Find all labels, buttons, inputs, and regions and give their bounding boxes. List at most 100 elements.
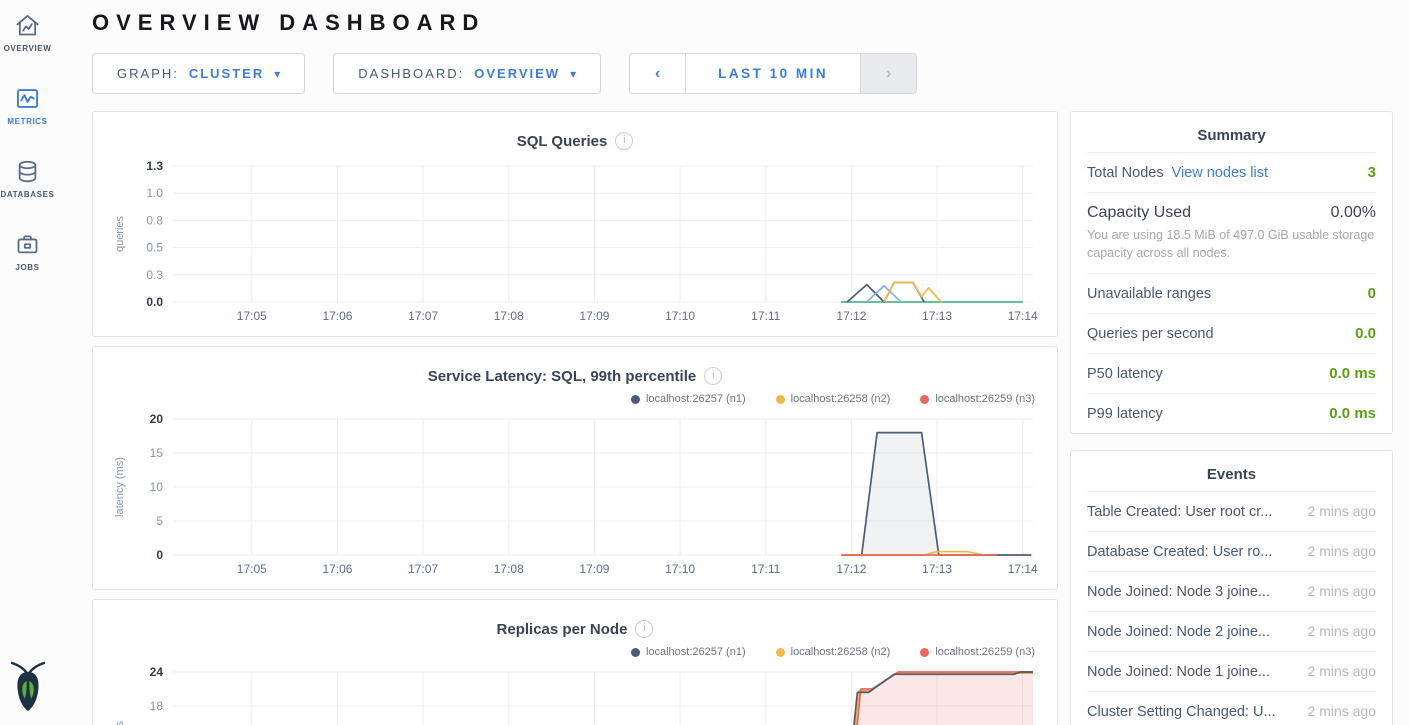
summary-value: 0.0 ms [1329,365,1376,383]
svg-text:17:11: 17:11 [751,562,780,576]
legend-item[interactable]: localhost:26257 (n1) [630,646,746,658]
svg-text:20: 20 [150,412,164,426]
chevron-down-icon: ▾ [274,66,281,81]
charts-column: SQL Queries i 17:05 17:06 17:07 17:08 17:09 1… [92,111,1058,725]
svg-text:0: 0 [156,548,163,562]
legend-item[interactable]: localhost:26258 (n2) [775,646,890,658]
replicas-per-node-chart[interactable]: 17:0517:0617:0717:0817:0917:1017:1117:12… [109,662,1041,725]
svg-text:0.0: 0.0 [146,295,163,309]
event-text: Node Joined: Node 2 joine... [1087,624,1270,641]
svg-text:17:07: 17:07 [408,562,438,576]
summary-row-queries-per-second: Queries per second 0.0 [1087,313,1376,353]
event-row[interactable]: Node Joined: Node 2 joine... 2 mins ago [1087,611,1376,651]
chart-title: Service Latency: SQL, 99th percentile [427,367,697,385]
summary-value: 3 [1367,164,1376,181]
event-time: 2 mins ago [1307,583,1376,600]
graph-dropdown-label: GRAPH: [117,66,179,81]
svg-text:17:14: 17:14 [1008,309,1038,323]
svg-text:0.8: 0.8 [146,213,163,227]
svg-text:17:14: 17:14 [1008,562,1038,576]
sidebar-item-overview[interactable]: OVERVIEW [4,12,52,53]
time-range-button[interactable]: LAST 10 MIN [685,54,862,93]
event-time: 2 mins ago [1307,703,1376,720]
event-row[interactable]: Cluster Setting Changed: U... 2 mins ago [1087,691,1376,725]
svg-text:1.0: 1.0 [146,186,163,200]
svg-text:queries: queries [114,215,126,252]
summary-label: P99 latency [1087,406,1163,423]
chart-legend: localhost:26257 (n1) localhost:26258 (n2)… [109,644,1041,662]
sidebar-item-metrics[interactable]: METRICS [7,85,47,126]
view-nodes-list-link[interactable]: View nodes list [1171,165,1269,181]
cockroach-logo[interactable] [8,660,48,719]
event-time: 2 mins ago [1307,623,1376,640]
svg-text:10: 10 [150,480,164,494]
svg-text:17:12: 17:12 [836,309,866,323]
dashboard-dropdown-value: OVERVIEW [474,66,561,81]
legend-dot-icon [630,647,640,657]
event-time: 2 mins ago [1307,543,1376,560]
event-time: 2 mins ago [1307,503,1376,520]
chart-legend: localhost:26257 (n1) localhost:26258 (n2)… [109,391,1041,409]
event-text: Node Joined: Node 3 joine... [1087,584,1270,601]
chart-card-service-latency: Service Latency: SQL, 99th percentile i … [92,346,1058,590]
svg-text:17:13: 17:13 [922,562,952,576]
svg-text:17:05: 17:05 [237,309,267,323]
event-row[interactable]: Node Joined: Node 1 joine... 2 mins ago [1087,651,1376,691]
event-text: Node Joined: Node 1 joine... [1087,664,1270,681]
legend-item[interactable]: localhost:26257 (n1) [630,393,746,405]
summary-value: 0.00% [1330,204,1376,221]
svg-text:17:06: 17:06 [322,562,352,576]
svg-text:18: 18 [150,699,164,713]
sidebar-item-label: OVERVIEW [3,44,52,53]
summary-value: 0.0 [1355,325,1376,343]
content-row: SQL Queries i 17:05 17:06 17:07 17:08 17:09 1… [92,111,1393,725]
summary-row-p50-latency: P50 latency 0.0 ms [1087,353,1376,393]
summary-row-p99-latency: P99 latency 0.0 ms [1087,393,1376,433]
svg-text:17:12: 17:12 [836,562,866,576]
summary-panel: Summary Total Nodes View nodes list 3 Ca… [1070,111,1393,435]
dashboard-dropdown-label: DASHBOARD: [358,66,465,81]
info-icon[interactable]: i [635,620,654,638]
legend-item[interactable]: localhost:26259 (n3) [920,646,1035,658]
event-row[interactable]: Node Joined: Node 3 joine... 2 mins ago [1087,571,1376,611]
time-prev-button[interactable]: ‹ [630,54,686,93]
legend-item[interactable]: localhost:26259 (n3) [920,393,1035,405]
svg-text:latency (ms): latency (ms) [114,457,126,517]
dashboard-dropdown[interactable]: DASHBOARD: OVERVIEW ▾ [333,53,602,94]
info-icon[interactable]: i [704,367,723,385]
svg-text:17:10: 17:10 [665,309,695,323]
summary-label: Capacity Used [1087,204,1192,221]
svg-text:17:13: 17:13 [922,309,952,323]
right-column: Summary Total Nodes View nodes list 3 Ca… [1070,111,1393,725]
summary-value: 0.0 ms [1329,405,1376,423]
chevron-down-icon: ▾ [570,66,577,81]
event-row[interactable]: Database Created: User ro... 2 mins ago [1087,531,1376,571]
summary-label: Total Nodes [1087,165,1164,181]
sidebar-item-databases[interactable]: DATABASES [1,158,55,199]
sidebar-item-label: JOBS [15,263,40,272]
legend-dot-icon [920,647,930,657]
svg-text:17:11: 17:11 [751,309,780,323]
svg-text:0.5: 0.5 [146,241,163,255]
main-content: OVERVIEW DASHBOARD GRAPH: CLUSTER ▾ DASH… [55,0,1409,725]
svg-text:24: 24 [150,665,164,679]
event-row[interactable]: Table Created: User root cr... 2 mins ag… [1087,491,1376,531]
metrics-icon [14,85,41,112]
time-window-selector: ‹ LAST 10 MIN › [629,53,918,94]
sidebar-item-jobs[interactable]: JOBS [14,231,41,272]
event-text: Table Created: User root cr... [1087,504,1273,521]
service-latency-chart[interactable]: 17:05 17:06 17:07 17:08 17:09 17:10 17:11 17:12… [109,409,1041,581]
sql-queries-chart[interactable]: 17:05 17:06 17:07 17:08 17:09 17:10 17:11 17:12… [109,156,1041,328]
summary-label: Queries per second [1087,326,1214,343]
graph-dropdown[interactable]: GRAPH: CLUSTER ▾ [92,53,306,94]
chart-card-replicas-per-node: Replicas per Node i localhost:26257 (n1)… [92,599,1058,725]
page-title: OVERVIEW DASHBOARD [92,10,486,35]
summary-title: Summary [1197,127,1266,144]
svg-text:17:09: 17:09 [579,309,609,323]
info-icon[interactable]: i [615,132,634,150]
legend-item[interactable]: localhost:26258 (n2) [775,393,890,405]
briefcase-icon [14,231,41,258]
time-next-button[interactable]: › [861,54,917,93]
chart-title: Replicas per Node [496,620,628,638]
svg-text:replicas: replicas [114,721,126,725]
